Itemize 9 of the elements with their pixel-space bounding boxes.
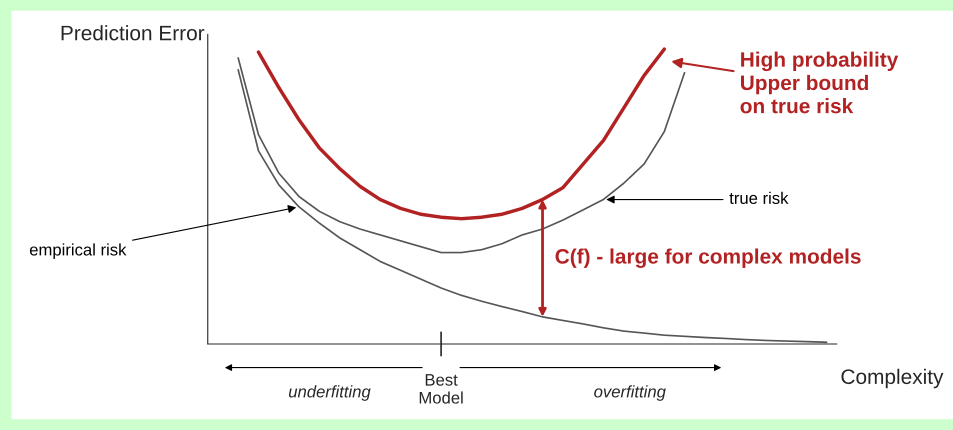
text: overfitting <box>594 385 666 401</box>
annotation: C(f) - large for complex models <box>556 248 861 268</box>
text: Best Model <box>420 374 463 404</box>
text: empirical risk <box>30 243 126 259</box>
text: true risk <box>729 192 788 204</box>
legend-label: High probability Upper bound on true risk <box>740 52 898 114</box>
y-axis-title: Prediction Error <box>62 25 204 40</box>
text: underfitting <box>288 385 371 401</box>
x-axis-title: Complexity <box>841 368 944 388</box>
